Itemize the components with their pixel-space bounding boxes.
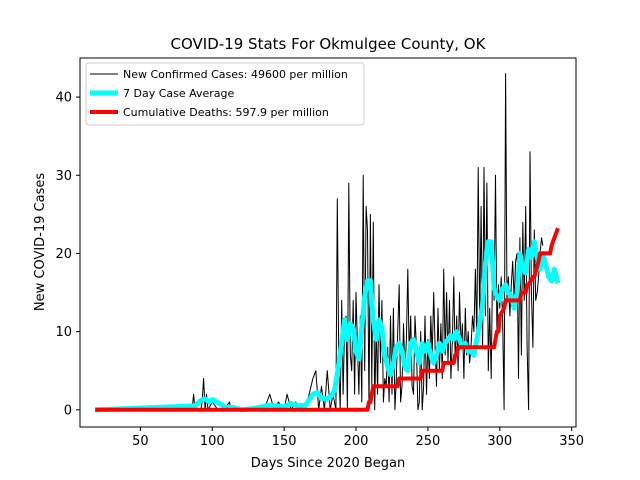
legend-label-7-day-average: 7 Day Case Average xyxy=(123,87,235,100)
y-tick-label: 40 xyxy=(55,91,72,106)
x-tick-label: 150 xyxy=(272,434,297,449)
chart-title: COVID-19 Stats For Okmulgee County, OK xyxy=(171,35,487,53)
series-7-day-average xyxy=(94,239,561,413)
x-tick-label: 100 xyxy=(200,434,225,449)
series-cumulative-deaths xyxy=(95,227,560,412)
x-axis: 50 100 150 200 250 300 350 xyxy=(132,427,584,449)
x-tick-label: 300 xyxy=(487,434,512,449)
legend-label-new-cases: New Confirmed Cases: 49600 per million xyxy=(123,68,348,81)
x-tick-label: 350 xyxy=(559,434,584,449)
legend-box xyxy=(85,62,365,126)
legend: New Confirmed Cases: 49600 per million 7… xyxy=(85,62,365,126)
y-tick-label: 30 xyxy=(55,169,72,184)
y-axis-label: New COVID-19 Cases xyxy=(33,173,48,311)
series-layer xyxy=(94,73,561,413)
axes-frame xyxy=(79,57,577,428)
x-tick-label: 250 xyxy=(416,434,441,449)
y-tick-label: 10 xyxy=(55,325,72,340)
legend-label-deaths: Cumulative Deaths: 597.9 per million xyxy=(123,106,329,119)
x-tick-label: 200 xyxy=(344,434,369,449)
x-axis-label: Days Since 2020 Began xyxy=(251,456,406,471)
y-tick-label: 20 xyxy=(55,247,72,262)
x-tick-label: 50 xyxy=(132,434,149,449)
y-axis: 0 10 20 30 40 xyxy=(55,91,80,418)
y-tick-label: 0 xyxy=(64,403,72,418)
